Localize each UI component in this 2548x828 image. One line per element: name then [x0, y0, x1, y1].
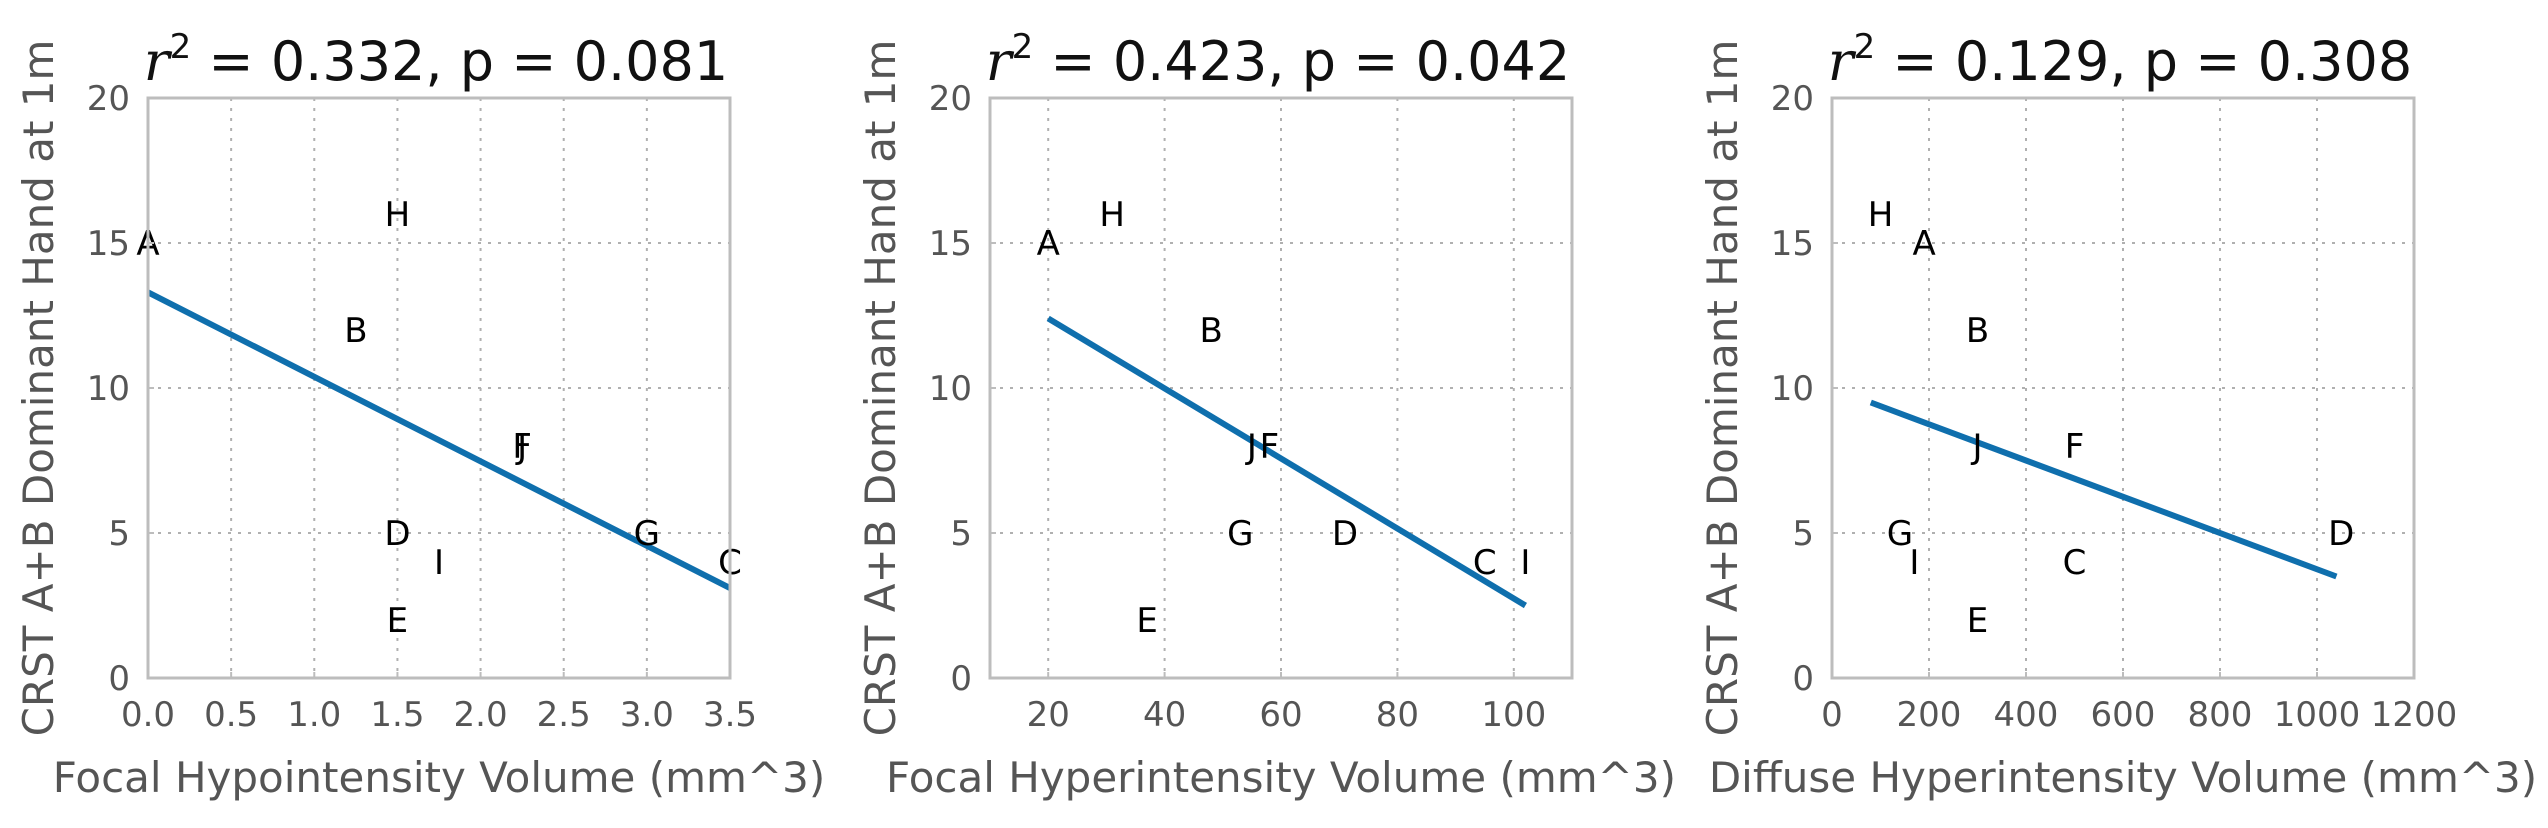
y-tick-label: 10	[929, 369, 972, 409]
y-tick-label: 15	[1771, 224, 1814, 264]
x-tick-label: 0.0	[121, 695, 175, 735]
panel-3-y-axis-label: CRST A+B Dominant Hand at 1m	[1698, 40, 1747, 737]
panel-3-x-axis-label: Diffuse Hyperintensity Volume (mm^3)	[1709, 753, 2537, 802]
data-point-j: J	[1245, 427, 1257, 467]
x-tick-label: 800	[2188, 695, 2253, 735]
panel-2-points: AH B J F G D C I E	[1037, 195, 1531, 641]
x-tick-label: 3.5	[703, 695, 757, 735]
data-point-e: E	[1136, 601, 1157, 641]
data-point-e: E	[1967, 601, 1988, 641]
panel-3-points: HA B J F GI C D E	[1868, 195, 2355, 641]
x-tick-label: 400	[1994, 695, 2059, 735]
data-point-i: I	[1520, 543, 1530, 583]
panel-2: r2 = 0.423, p = 0.042 AH B J F G D C I E 20 40 60 8…	[856, 27, 1676, 802]
x-tick-label: 1200	[2371, 695, 2458, 735]
data-point-j: J	[515, 427, 527, 467]
x-tick-label: 100	[1481, 695, 1546, 735]
data-point-d: D	[384, 514, 410, 554]
panel-3-fit-line	[1869, 399, 2338, 580]
panel-3-title: r2 = 0.129, p = 0.308	[1828, 27, 2412, 93]
data-point-i: I	[1909, 543, 1919, 583]
data-point-a: A	[1913, 224, 1936, 264]
x-tick-label: 0.5	[204, 695, 258, 735]
y-tick-label: 20	[87, 79, 130, 119]
x-tick-label: 3.0	[620, 695, 674, 735]
data-point-f: F	[512, 427, 532, 467]
x-tick-label: 1000	[2274, 695, 2361, 735]
panel-1-y-axis-label: CRST A+B Dominant Hand at 1m	[14, 40, 63, 737]
x-tick-label: 20	[1027, 695, 1070, 735]
data-point-f: F	[2065, 427, 2085, 467]
data-point-h: H	[1868, 195, 1894, 235]
data-point-g: G	[634, 514, 660, 554]
data-point-d: D	[2328, 514, 2354, 554]
panel-2-title: r2 = 0.423, p = 0.042	[986, 27, 1570, 93]
panel-2-ticks: 20 40 60 80 100 0 5 10 15 20	[929, 79, 1547, 735]
data-point-b: B	[1199, 311, 1222, 351]
data-point-g: G	[1887, 514, 1913, 554]
y-tick-label: 0	[1792, 659, 1814, 699]
panel-1-title: r2 = 0.332, p = 0.081	[144, 27, 728, 93]
panel-3-ticks: 0 200 400 600 800 1000 1200 0 5 10 15 20	[1771, 79, 2458, 735]
panel-2-x-axis-label: Focal Hyperintensity Volume (mm^3)	[886, 753, 1676, 802]
panel-2-y-axis-label: CRST A+B Dominant Hand at 1m	[856, 40, 905, 737]
y-tick-label: 20	[1771, 79, 1814, 119]
data-point-b: B	[1966, 311, 1989, 351]
data-point-h: H	[385, 195, 411, 235]
x-tick-label: 40	[1143, 695, 1186, 735]
data-point-i: I	[434, 543, 444, 583]
data-point-e: E	[387, 601, 408, 641]
panel-2-grid	[990, 98, 1572, 678]
y-tick-label: 15	[87, 224, 130, 264]
x-tick-label: 80	[1376, 695, 1419, 735]
data-point-b: B	[344, 311, 367, 351]
y-tick-label: 0	[108, 659, 130, 699]
panel-1-x-axis-label: Focal Hypointensity Volume (mm^3)	[53, 753, 826, 802]
data-point-a: A	[1037, 224, 1060, 264]
data-point-g: G	[1227, 514, 1253, 554]
x-tick-label: 2.5	[537, 695, 591, 735]
y-tick-label: 15	[929, 224, 972, 264]
data-point-j: J	[1970, 427, 1982, 467]
data-point-d: D	[1332, 514, 1358, 554]
y-tick-label: 0	[950, 659, 972, 699]
y-tick-label: 5	[950, 514, 972, 554]
x-tick-label: 1.0	[287, 695, 341, 735]
data-point-h: H	[1099, 195, 1125, 235]
x-tick-label: 200	[1897, 695, 1962, 735]
panel-1-fit-line	[146, 289, 732, 591]
panel-1-ticks: 0.0 0.5 1.0 1.5 2.0 2.5 3.0 3.5 0 5 10 15 20	[87, 79, 757, 735]
data-point-f: F	[1260, 427, 1280, 467]
x-tick-label: 0	[1821, 695, 1843, 735]
panel-2-fit-line	[1046, 315, 1527, 609]
data-point-c: C	[1473, 543, 1497, 583]
x-tick-label: 60	[1259, 695, 1302, 735]
x-tick-label: 1.5	[370, 695, 424, 735]
y-tick-label: 10	[1771, 369, 1814, 409]
data-point-c: C	[2063, 543, 2087, 583]
y-tick-label: 5	[108, 514, 130, 554]
panel-3-grid	[1832, 98, 2414, 678]
y-tick-label: 5	[1792, 514, 1814, 554]
x-tick-label: 2.0	[454, 695, 508, 735]
panel-1-grid	[148, 98, 730, 678]
y-tick-label: 20	[929, 79, 972, 119]
x-tick-label: 600	[2091, 695, 2156, 735]
y-tick-label: 10	[87, 369, 130, 409]
